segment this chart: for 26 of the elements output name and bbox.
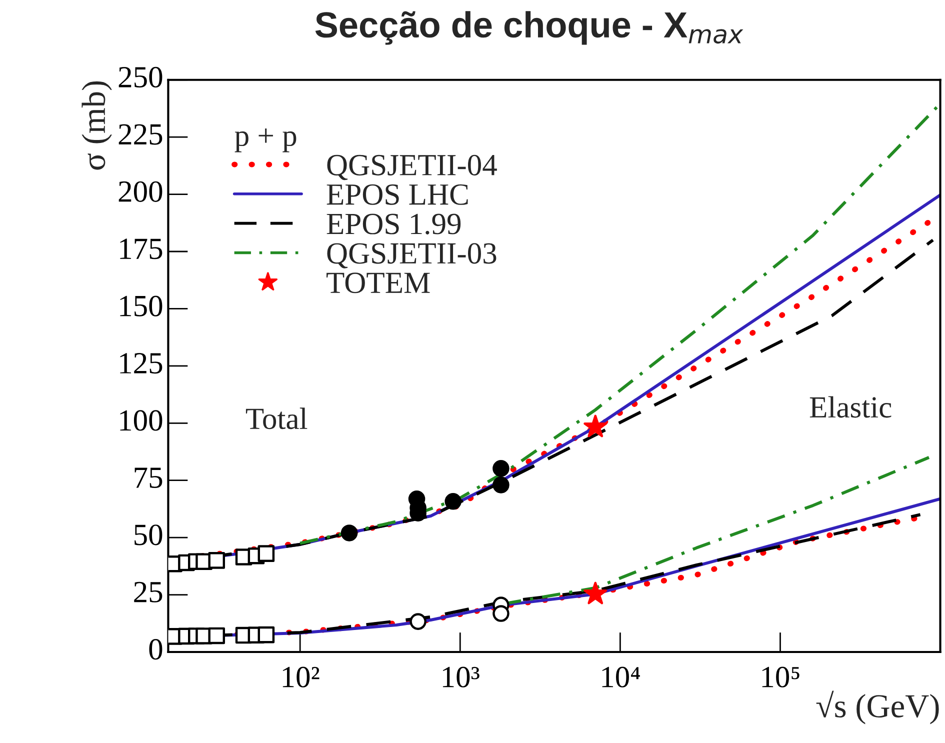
legend-label: QGSJETII-03: [327, 243, 496, 268]
x-tick-label: 10³: [442, 666, 480, 688]
x-tick-label: 10⁵: [762, 666, 800, 688]
y-tick-label: 100: [120, 410, 162, 431]
legend-label: TOTEM: [326, 272, 430, 294]
y-tick-label: 50: [134, 524, 162, 546]
y-tick-label: 225: [118, 124, 162, 145]
annotation: Total: [246, 408, 308, 430]
chart-title: Secção de choque - X$_{max}$: [315, 11, 744, 45]
annotation: Elastic: [810, 396, 892, 418]
legend-title: p + p: [234, 128, 296, 152]
y-tick-label: 25: [134, 582, 162, 602]
y-tick-label: 75: [134, 468, 162, 488]
y-tick-label: 125: [120, 353, 162, 374]
x-tick-label: 10⁴: [602, 666, 640, 688]
legend-label: QGSJETII-04: [327, 154, 497, 180]
y-axis-title: σ (mb): [82, 81, 112, 170]
y-tick-label: 0: [149, 639, 162, 660]
y-tick-label: 150: [120, 296, 162, 316]
y-tick-label: 200: [118, 181, 162, 202]
legend-label: EPOS LHC: [326, 184, 468, 205]
y-tick-label: 250: [118, 66, 162, 88]
x-axis-title: √s (GeV): [816, 690, 939, 724]
legend-label: EPOS 1.99: [326, 214, 461, 234]
x-tick-label: 10²: [282, 666, 320, 688]
y-tick-label: 175: [120, 238, 162, 260]
